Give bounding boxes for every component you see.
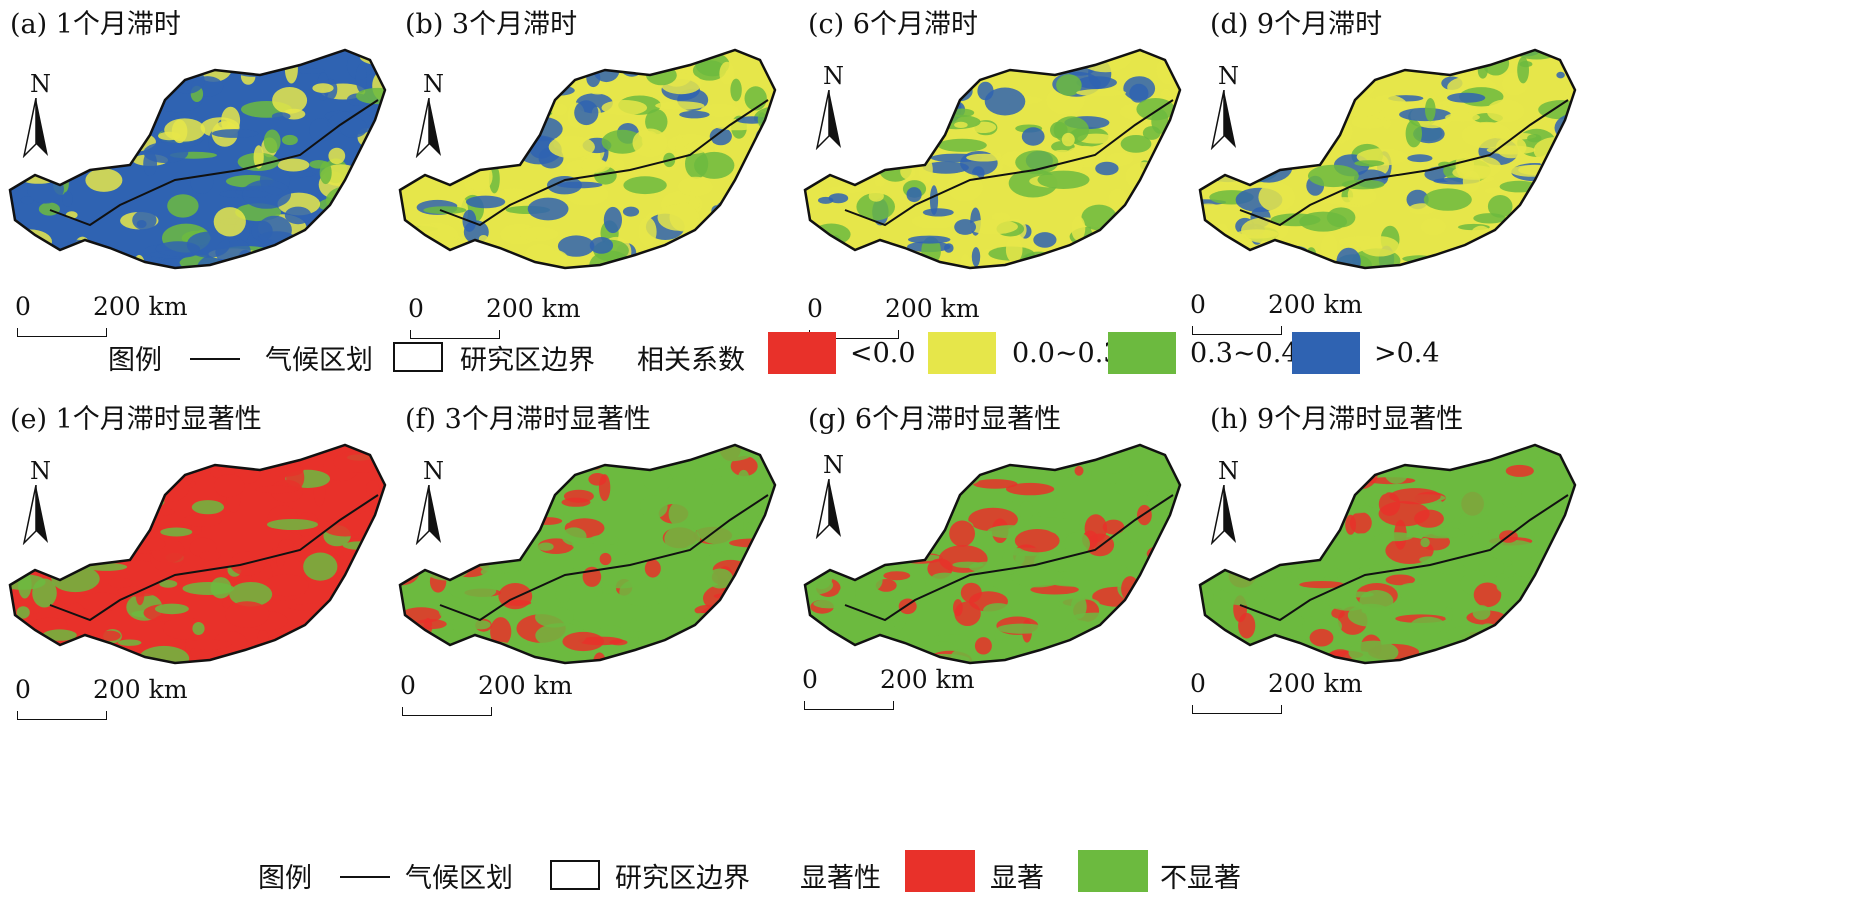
legend-title: 图例 bbox=[258, 863, 312, 894]
scale-bar: 0 200 km bbox=[1190, 290, 1370, 340]
study-area-boundary bbox=[398, 48, 777, 270]
panel-title: (b) 3个月滞时 bbox=[405, 9, 578, 40]
panel-title: (d) 9个月滞时 bbox=[1210, 9, 1383, 40]
map-g bbox=[803, 443, 1182, 665]
swatch-low bbox=[928, 332, 996, 374]
study-area-boundary bbox=[398, 443, 777, 665]
north-arrow-icon: N bbox=[415, 70, 455, 160]
legend-title: 图例 bbox=[108, 345, 162, 376]
study-area-boundary bbox=[8, 443, 387, 665]
scale-bar: 0 200 km bbox=[15, 292, 195, 342]
legend-sig-title: 显著性 bbox=[800, 863, 881, 894]
climate-division-line bbox=[439, 99, 769, 227]
legend-climate-line: 气候区划 bbox=[265, 345, 373, 376]
panel-c: (c) 6个月滞时 N 0 200 km bbox=[795, 0, 1264, 360]
study-area-boundary bbox=[803, 443, 1182, 665]
panel-title: (g) 6个月滞时显著性 bbox=[808, 404, 1062, 435]
north-arrow-icon: N bbox=[22, 70, 62, 160]
panel-g: (g) 6个月滞时显著性 N 0 200 km bbox=[795, 395, 1264, 755]
panel-f: (f) 3个月滞时显著性 N 0 200 km bbox=[390, 395, 859, 755]
boundary-symbol bbox=[393, 342, 443, 372]
panel-e: (e) 1个月滞时显著性 N 0 200 km bbox=[0, 395, 469, 755]
climate-division-line bbox=[844, 494, 1174, 622]
panel-b: (b) 3个月滞时 N 0 200 km bbox=[390, 0, 859, 360]
legend-boundary: 研究区边界 bbox=[615, 863, 750, 894]
map-d bbox=[1198, 48, 1577, 270]
legend-item-label: 显著 bbox=[990, 863, 1044, 894]
scale-bar: 0 200 km bbox=[802, 665, 982, 715]
north-arrow-icon: N bbox=[1210, 62, 1250, 152]
north-arrow-icon: N bbox=[22, 457, 62, 547]
legend-item-label: 0.0~0.3 bbox=[1012, 338, 1121, 369]
legend-boundary: 研究区边界 bbox=[460, 345, 595, 376]
legend-item-label: >0.4 bbox=[1374, 338, 1440, 369]
scale-bar: 0 200 km bbox=[400, 671, 580, 721]
legend-item-label: <0.0 bbox=[850, 338, 916, 369]
panel-title: (a) 1个月滞时 bbox=[10, 9, 181, 40]
map-h bbox=[1198, 443, 1577, 665]
study-area-boundary bbox=[1198, 48, 1577, 270]
study-area-boundary bbox=[8, 48, 387, 270]
scale-bar: 0 200 km bbox=[15, 675, 195, 725]
climate-line-symbol bbox=[340, 876, 390, 878]
north-arrow-icon: N bbox=[415, 457, 455, 547]
climate-line-symbol bbox=[190, 358, 240, 360]
north-arrow-icon: N bbox=[815, 62, 855, 152]
legend-item-label: 0.3~0.4 bbox=[1190, 338, 1299, 369]
legend-corr-title: 相关系数 bbox=[637, 345, 745, 376]
scale-bar: 0 200 km bbox=[408, 294, 588, 344]
map-e bbox=[8, 443, 387, 665]
scale-bar: 0 200 km bbox=[1190, 669, 1370, 719]
panel-title: (h) 9个月滞时显著性 bbox=[1210, 404, 1464, 435]
map-c bbox=[803, 48, 1182, 270]
map-f bbox=[398, 443, 777, 665]
legend-significance: 图例 气候区划 研究区边界 显著性 显著 不显著 bbox=[0, 848, 1876, 898]
panel-title: (f) 3个月滞时显著性 bbox=[405, 404, 651, 435]
panel-a: (a) 1个月滞时 N 0 200 km bbox=[0, 0, 469, 360]
panel-title: (e) 1个月滞时显著性 bbox=[10, 404, 262, 435]
climate-division-line bbox=[844, 99, 1174, 227]
swatch-mid bbox=[1108, 332, 1176, 374]
swatch-high bbox=[1292, 332, 1360, 374]
climate-division-line bbox=[49, 99, 379, 227]
north-arrow-icon: N bbox=[1210, 457, 1250, 547]
climate-division-line bbox=[1239, 99, 1569, 227]
legend-climate-line: 气候区划 bbox=[405, 863, 513, 894]
swatch-significant bbox=[905, 850, 975, 892]
boundary-symbol bbox=[550, 860, 600, 890]
legend-correlation: 图例 气候区划 研究区边界 相关系数 <0.0 0.0~0.3 0.3~0.4 … bbox=[0, 330, 1876, 380]
legend-item-label: 不显著 bbox=[1160, 863, 1241, 894]
study-area-boundary bbox=[1198, 443, 1577, 665]
map-b bbox=[398, 48, 777, 270]
swatch-negative bbox=[768, 332, 836, 374]
panel-title: (c) 6个月滞时 bbox=[808, 9, 978, 40]
climate-division-line bbox=[49, 494, 379, 622]
swatch-not-significant bbox=[1078, 850, 1148, 892]
scale-bar: 0 200 km bbox=[807, 294, 987, 344]
study-area-boundary bbox=[803, 48, 1182, 270]
panel-d: (d) 9个月滞时 N 0 200 km bbox=[1190, 0, 1659, 360]
climate-division-line bbox=[1239, 494, 1569, 622]
north-arrow-icon: N bbox=[815, 451, 855, 541]
panel-h: (h) 9个月滞时显著性 N 0 200 km bbox=[1190, 395, 1659, 755]
climate-division-line bbox=[439, 494, 769, 622]
